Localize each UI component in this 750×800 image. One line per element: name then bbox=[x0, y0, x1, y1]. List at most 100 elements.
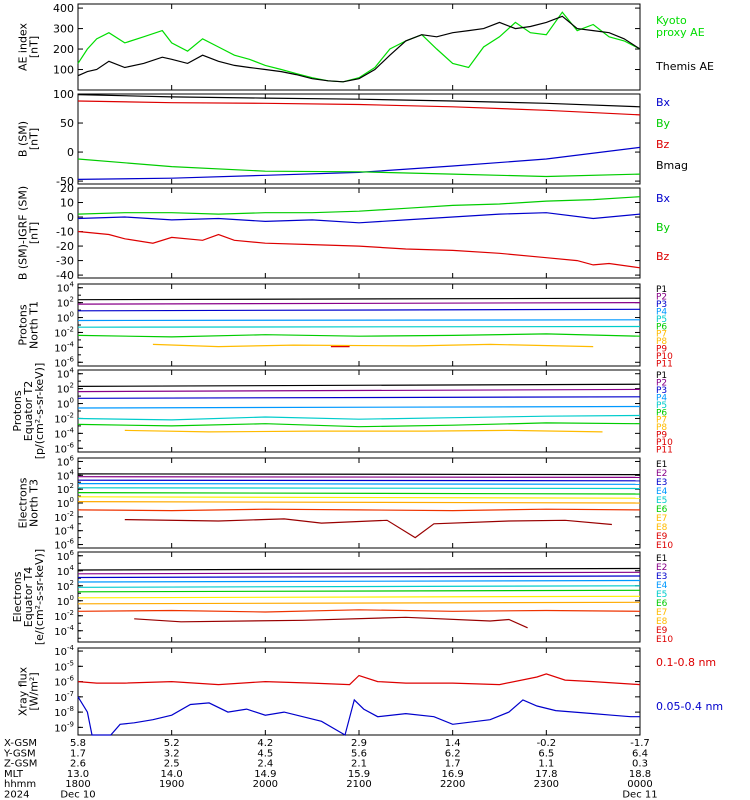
x-row-label: X-GSM bbox=[4, 738, 37, 749]
series-p_eq-p3 bbox=[77, 396, 641, 399]
panel-bsm: -50 0 50 100 B (SM)[nT] Bx By Bz Bmag bbox=[17, 88, 689, 188]
x-axis-table: X-GSM 5.8 5.2 4.2 2.9 1.4 -0.2 -1.7 Y-GSM 1.7 3.2 4… bbox=[3, 738, 658, 800]
series-e_eq-e7 bbox=[77, 595, 641, 599]
x-row-value: 0.3 bbox=[632, 759, 648, 770]
y-axis-label: Protons bbox=[11, 390, 24, 431]
y-axis-label: [e/(cm²-s-sr-keV)] bbox=[33, 549, 46, 645]
legend-entry: P2 bbox=[656, 378, 667, 388]
legend-entry: E4 bbox=[656, 487, 668, 497]
legend-entry: Bmag bbox=[656, 159, 688, 172]
series-p_eq-p5 bbox=[77, 414, 641, 421]
legend-entry: E6 bbox=[656, 505, 668, 515]
legend-entry: E5 bbox=[656, 496, 667, 506]
series-e_north-e4 bbox=[77, 483, 641, 485]
legend-entry: E6 bbox=[656, 599, 668, 609]
y-axis-label: B (SM) bbox=[17, 121, 30, 157]
series-xray-0-05-0-4-nm bbox=[77, 696, 640, 736]
y-axis-label: [nT] bbox=[28, 128, 41, 150]
x-row-label: MLT bbox=[4, 769, 24, 780]
x-row-value: 3.2 bbox=[164, 748, 180, 759]
legend-entry: E3 bbox=[656, 572, 667, 582]
y-tick-label: 100 bbox=[53, 64, 74, 77]
series-bsm-by bbox=[77, 158, 641, 178]
y-tick-label: 10 bbox=[60, 197, 74, 210]
series-p_north-p3 bbox=[77, 308, 641, 312]
series-xray-0-1-0-8-nm bbox=[77, 673, 641, 686]
series-e_eq-e5 bbox=[77, 585, 641, 588]
legend-entry: P3 bbox=[656, 386, 667, 396]
legend-entry: By bbox=[656, 221, 671, 234]
x-row-value: 18.8 bbox=[629, 769, 651, 780]
legend-entry: P9 bbox=[656, 345, 667, 355]
series-e_eq-e8 bbox=[77, 601, 641, 605]
x-row-value: 2100 bbox=[346, 779, 371, 790]
series-e_north-e9 bbox=[77, 508, 641, 512]
legend-bsm: Bx By Bz Bmag bbox=[656, 96, 688, 172]
x-row-value: 14.0 bbox=[161, 769, 183, 780]
legend-entry: P8 bbox=[656, 337, 667, 347]
y-tick-label: 100 bbox=[53, 88, 74, 101]
y-tick-label: -50 bbox=[56, 175, 74, 188]
x-row-value: 2.4 bbox=[257, 759, 273, 770]
legend-entry: P10 bbox=[656, 438, 673, 448]
x-row-value: 6.4 bbox=[632, 748, 648, 759]
legend-entry: P11 bbox=[656, 360, 673, 370]
x-row-value: 5.6 bbox=[351, 748, 367, 759]
x-row-value: 1.1 bbox=[538, 759, 554, 770]
y-tick-label: 0 bbox=[67, 211, 74, 224]
x-row-value: 2.6 bbox=[70, 759, 86, 770]
series-p_north-p4 bbox=[77, 319, 641, 322]
legend-entry: 0.05-0.4 nm bbox=[656, 700, 723, 713]
series-p_north-p1 bbox=[77, 297, 641, 301]
x-row-value: 14.9 bbox=[254, 769, 276, 780]
x-row-value: 16.9 bbox=[442, 769, 464, 780]
series-p_eq-p6 bbox=[77, 422, 641, 428]
x-row-value: 1.7 bbox=[70, 748, 86, 759]
series-e_north-e7 bbox=[77, 496, 641, 499]
legend-entry: P7 bbox=[656, 416, 667, 426]
series-e_eq-e1 bbox=[77, 567, 641, 571]
series-e_north-e8 bbox=[77, 501, 641, 504]
series-bres-bz bbox=[77, 230, 641, 269]
series-e_eq-e4 bbox=[77, 579, 641, 583]
legend-entry: P6 bbox=[656, 322, 667, 332]
legend-entry: P4 bbox=[656, 393, 667, 403]
y-tick-label: -40 bbox=[56, 269, 74, 282]
y-axis-label: AE index bbox=[17, 22, 30, 71]
x-row-value: 15.9 bbox=[348, 769, 370, 780]
x-row-value: -0.2 bbox=[537, 738, 557, 749]
series-e_north-e6 bbox=[77, 492, 641, 495]
series-e_eq-e3 bbox=[77, 575, 641, 579]
x-row-label: Y-GSM bbox=[3, 748, 36, 759]
legend-entry: E10 bbox=[656, 635, 673, 645]
x-row-value: 1.4 bbox=[445, 738, 461, 749]
legend-entry: P10 bbox=[656, 352, 673, 362]
series-e_eq-e6 bbox=[77, 589, 641, 593]
legend-entry: Kyoto bbox=[656, 14, 687, 27]
legend-entry: P8 bbox=[656, 423, 667, 433]
series-e_eq-e10 bbox=[134, 616, 528, 629]
y-tick-label: 400 bbox=[53, 2, 74, 15]
x-row-label: hhmm bbox=[4, 779, 36, 790]
x-row-value: 2.9 bbox=[351, 738, 367, 749]
series-e_north-e10 bbox=[124, 518, 612, 539]
series-bsm-bz bbox=[77, 100, 641, 116]
x-row-label: 2024 bbox=[4, 790, 29, 800]
legend-entry: E5 bbox=[656, 590, 667, 600]
legend-entry: By bbox=[656, 117, 671, 130]
y-tick-label: -20 bbox=[56, 240, 74, 253]
series-p_north-p6 bbox=[77, 333, 641, 338]
x-row-value: 4.5 bbox=[257, 748, 273, 759]
y-axis-label: Xray flux bbox=[17, 666, 30, 716]
x-row-value: 2300 bbox=[534, 779, 559, 790]
y-axis-label: Equator T4 bbox=[22, 567, 35, 627]
x-row-value: 2000 bbox=[253, 779, 278, 790]
series-bsm-bmag bbox=[77, 94, 641, 108]
legend-entry: Themis AE bbox=[655, 60, 714, 73]
